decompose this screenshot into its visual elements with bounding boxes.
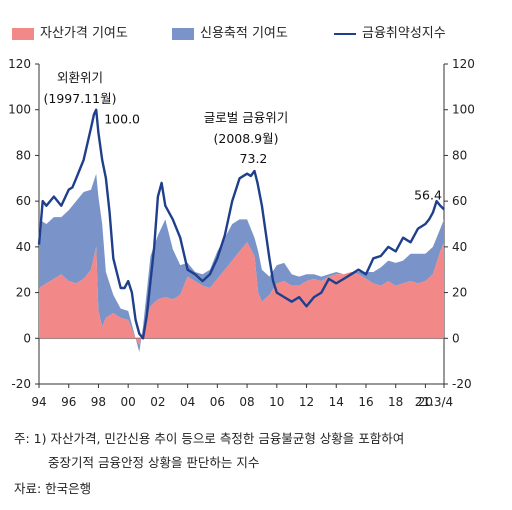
y-tick-label-left: -20 <box>11 377 31 391</box>
annotation-asian-crisis-title: 외환위기 <box>57 70 103 85</box>
y-tick-label-right: 20 <box>452 286 467 300</box>
y-tick-label-right: -20 <box>452 377 472 391</box>
x-tick-label: 12 <box>299 395 314 409</box>
x-tick-label: 16 <box>358 395 373 409</box>
footnote-line-2: 중장기적 금융안정 상황을 판단하는 지수 <box>48 455 260 470</box>
x-tick-label: 02 <box>150 395 165 409</box>
y-tick-label-right: 40 <box>452 240 467 254</box>
y-tick-label-right: 100 <box>452 103 475 117</box>
legend-label-index: 금융취약성지수 <box>362 26 446 41</box>
y-tick-label-left: 20 <box>16 286 31 300</box>
y-tick-label-left: 0 <box>23 331 31 345</box>
y-tick-label-left: 120 <box>8 57 31 71</box>
annotation-gfc-title: 글로벌 금융위기 <box>204 110 288 125</box>
asset-contribution-layer <box>39 242 444 346</box>
legend-label-credit: 신용축적 기여도 <box>200 26 288 41</box>
x-tick-label: 21.3/4 <box>415 395 453 409</box>
x-tick-label: 96 <box>61 395 76 409</box>
legend-swatch-credit <box>172 28 194 40</box>
y-tick-label-left: 100 <box>8 103 31 117</box>
annotation-asian-crisis-value: 100.0 <box>104 112 140 127</box>
legend-swatch-asset <box>12 28 34 40</box>
x-tick-label: 06 <box>210 395 225 409</box>
x-tick-label: 14 <box>329 395 344 409</box>
vulnerability-index-line <box>37 108 445 340</box>
y-tick-label-right: 120 <box>452 57 475 71</box>
y-tick-label-left: 40 <box>16 240 31 254</box>
y-tick-label-right: 60 <box>452 194 467 208</box>
y-tick-label-left: 80 <box>16 148 31 162</box>
legend: 자산가격 기여도 신용축적 기여도 금융취약성지수 <box>0 24 512 48</box>
vulnerability-index-layer <box>37 108 445 340</box>
annotation-layer: 외환위기 (1997.11월) 100.0 글로벌 금융위기 (2008.9월) 73.2… <box>44 70 442 202</box>
y-tick-label-left: 60 <box>16 194 31 208</box>
x-tick-label: 04 <box>180 395 195 409</box>
footnote-line-1: 주: 1) 자산가격, 민간신용 추이 등으로 측정한 금융불균형 상황을 포함… <box>14 431 405 446</box>
x-tick-label: 98 <box>91 395 106 409</box>
x-tick-label: 00 <box>121 395 136 409</box>
y-tick-label-right: 0 <box>452 331 460 345</box>
y-tick-label-right: 80 <box>452 148 467 162</box>
x-tick-label: 94 <box>31 395 46 409</box>
x-tick-label: 08 <box>239 395 254 409</box>
x-tick-label: 20 <box>418 395 433 409</box>
annotation-asian-crisis-date: (1997.11월) <box>44 91 117 106</box>
x-tick-label: 10 <box>269 395 284 409</box>
annotation-gfc-value: 73.2 <box>240 151 268 166</box>
x-tick-label: 18 <box>388 395 403 409</box>
legend-swatch-index <box>334 33 356 35</box>
asset-contribution-area <box>39 242 444 346</box>
source-note: 자료: 한국은행 <box>14 481 92 496</box>
annotation-gfc-date: (2008.9월) <box>214 131 279 146</box>
legend-label-asset: 자산가격 기여도 <box>40 26 128 41</box>
annotation-latest-value: 56.4 <box>414 187 442 202</box>
